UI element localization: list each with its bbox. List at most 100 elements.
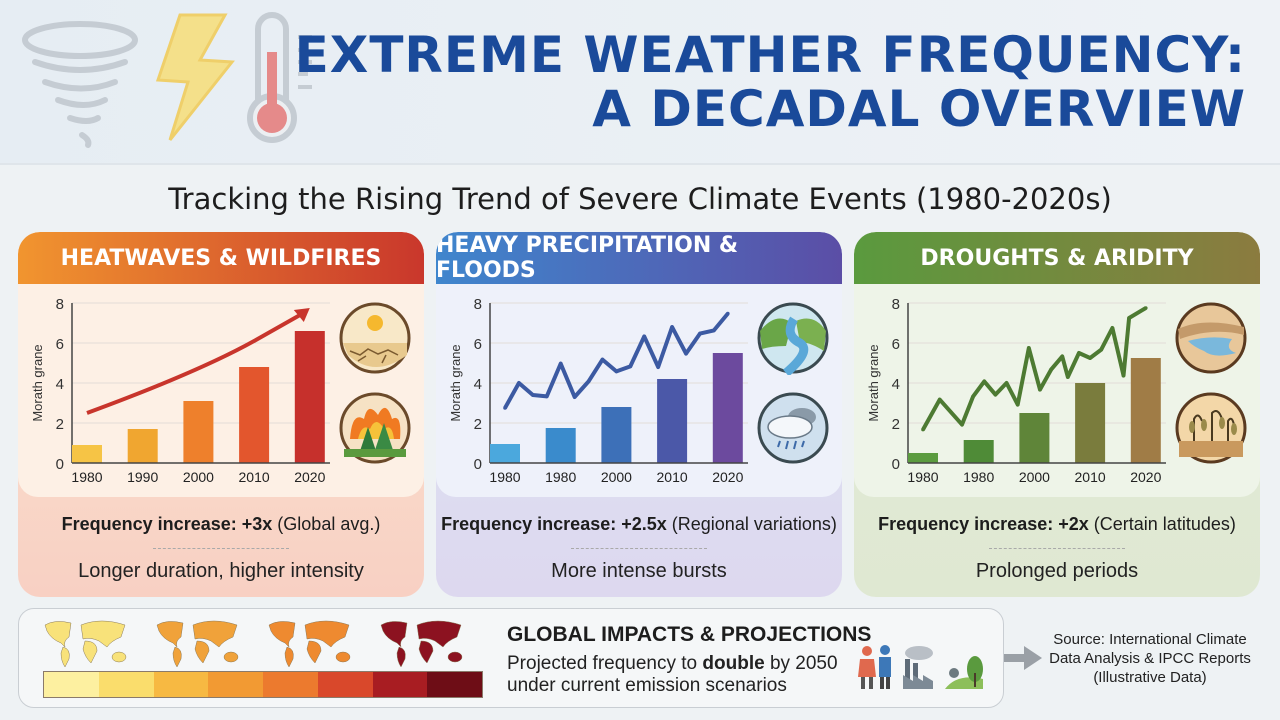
wilted-plants-icon — [1175, 392, 1247, 464]
line-point — [1015, 402, 1020, 407]
line-point — [600, 357, 605, 362]
river-valley-icon — [757, 302, 829, 375]
y-tick-label: 0 — [56, 456, 64, 473]
color-swatch — [208, 672, 263, 697]
world-map-icon — [44, 620, 127, 668]
trend-arrow — [86, 312, 303, 415]
x-tick-label: 1980 — [489, 469, 520, 485]
bar — [239, 367, 270, 463]
bar — [1130, 358, 1161, 463]
card-description: Longer duration, higher intensity — [78, 560, 364, 582]
x-tick-label: 2000 — [1019, 469, 1050, 485]
dried-lake-icon — [1175, 302, 1247, 374]
x-tick-label: 2000 — [601, 469, 632, 485]
card-title: DROUGHTS & ARIDITY — [854, 232, 1260, 284]
bar — [1019, 413, 1050, 463]
line-point — [544, 394, 549, 399]
line-point — [960, 422, 964, 427]
line-point — [921, 427, 925, 432]
impact-icons — [858, 645, 983, 689]
color-swatch — [427, 672, 482, 697]
freq-note: (Regional variations) — [666, 514, 837, 534]
bar — [963, 440, 994, 463]
line-point — [1144, 306, 1148, 310]
weather-icons — [22, 12, 312, 148]
line-point — [1121, 373, 1126, 378]
x-tick-label: 2020 — [294, 469, 325, 485]
bar — [490, 444, 520, 463]
line-point — [1060, 354, 1065, 359]
line-point — [628, 364, 633, 369]
bar — [908, 453, 938, 463]
x-tick-label: 2020 — [712, 469, 743, 485]
chart: 0 2 4 6 8 Morath grane 1980 1980 2000 2010 2020 — [448, 296, 748, 485]
impacts-text-a: Projected frequency to — [507, 653, 703, 674]
color-swatch — [44, 672, 99, 697]
line-point — [1066, 375, 1070, 379]
world-maps — [44, 620, 463, 668]
trend-line — [921, 306, 1147, 431]
x-tick-label: 1980 — [545, 469, 576, 485]
factory-icon — [903, 646, 933, 689]
bar — [183, 401, 214, 463]
x-tick-label: 1980 — [907, 469, 938, 485]
freq-note: (Global avg.) — [272, 514, 381, 534]
subtitle: Tracking the Rising Trend of Severe Clim… — [168, 182, 1112, 216]
world-map-icon — [380, 620, 463, 668]
card-description: Prolonged periods — [975, 560, 1139, 582]
y-axis-label: Morath grane — [866, 344, 881, 421]
freq-label: Frequency increase: — [61, 514, 242, 534]
y-tick-label: 8 — [474, 296, 482, 313]
cracked-earth-sun-icon — [339, 302, 411, 374]
bar — [601, 407, 632, 463]
color-scale-bar — [43, 671, 483, 698]
line-point — [1038, 387, 1042, 392]
x-tick-label: 2020 — [1130, 469, 1161, 485]
y-tick-label: 4 — [56, 376, 64, 393]
line-point — [1127, 316, 1131, 320]
arrow-head — [293, 308, 310, 322]
chart: 0 2 4 6 8 Morath grane 1980 1990 2000 2010 2020 — [30, 296, 330, 485]
bar — [127, 429, 158, 463]
freq-note: (Certain latitudes) — [1088, 514, 1236, 534]
lightning-icon — [155, 13, 235, 141]
y-tick-label: 4 — [474, 376, 482, 393]
line-point — [531, 393, 535, 397]
impacts-text-b: by 2050 — [764, 653, 838, 674]
freq-value: +3x — [241, 514, 273, 534]
world-map-icon — [268, 620, 351, 668]
y-tick-label: 2 — [474, 416, 482, 433]
chart: 0 2 4 6 8 Morath grane 1980 1980 2000 2010 2020 — [866, 296, 1166, 485]
line-point — [971, 394, 975, 399]
line-point — [572, 395, 577, 399]
world-map-icon — [156, 620, 239, 668]
divider — [989, 548, 1125, 549]
color-swatch — [263, 672, 318, 697]
y-tick-label: 8 — [892, 296, 900, 313]
forest-fire-icon — [339, 392, 411, 464]
people-icon — [858, 645, 891, 689]
color-swatch — [372, 672, 428, 697]
bar — [712, 353, 743, 463]
trend-line — [503, 312, 730, 409]
header-band: EXTREME WEATHER FREQUENCY: A DECADAL OVE… — [0, 0, 1280, 165]
y-tick-label: 4 — [892, 376, 900, 393]
line-point — [1099, 347, 1104, 352]
ecosystem-icon — [945, 656, 983, 689]
card-precipitation: HEAVY PRECIPITATION & FLOODS 0 2 4 6 8 Morath … — [436, 232, 842, 597]
card-droughts: DROUGHTS & ARIDITY 0 2 4 6 8 Morath grane 1980 1… — [854, 232, 1260, 597]
bar — [1075, 383, 1106, 463]
x-tick-label: 1980 — [963, 469, 994, 485]
thermometer-icon — [247, 12, 312, 143]
source-line-1: Source: International Climate — [1053, 631, 1247, 648]
line-point — [726, 311, 730, 316]
divider — [571, 548, 707, 549]
impacts-text-bold: double — [702, 653, 765, 674]
line-point — [656, 365, 660, 369]
card-description: More intense bursts — [551, 560, 727, 582]
rain-cloud-icon — [757, 392, 829, 464]
frequency-increase: Frequency increase: +3x (Global avg.) — [18, 514, 424, 535]
line-point — [1110, 326, 1115, 330]
line-point — [558, 361, 563, 366]
frequency-increase: Frequency increase: +2x (Certain latitud… — [854, 514, 1260, 535]
